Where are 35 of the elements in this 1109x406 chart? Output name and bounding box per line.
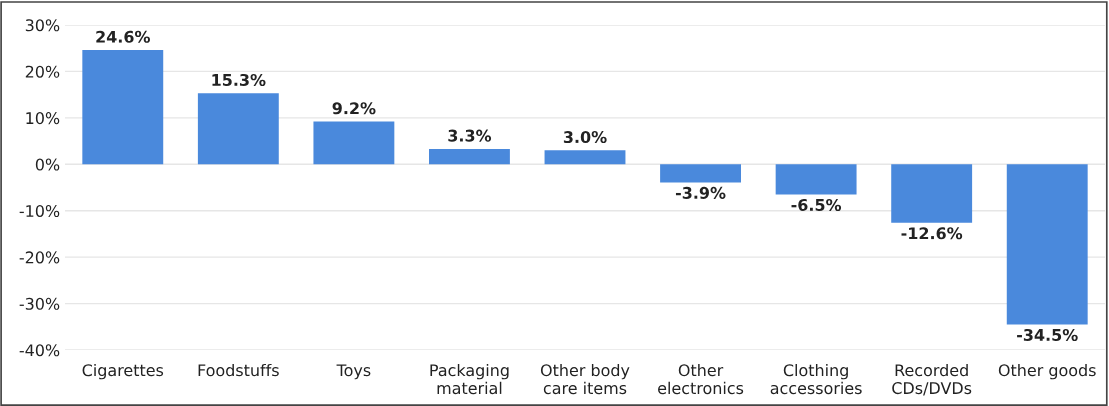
data-label: -34.5% — [1017, 328, 1078, 341]
y-tick-label: 20% — [25, 65, 60, 78]
bar — [544, 150, 626, 165]
bar — [313, 121, 395, 165]
data-label: 15.3% — [212, 73, 266, 86]
x-tick-label: Other body care items — [540, 363, 630, 395]
bar — [429, 148, 510, 165]
data-label: 24.6% — [96, 30, 150, 43]
y-tick-label: 10% — [26, 112, 60, 125]
x-tick-label: Packaging material — [430, 363, 509, 395]
y-tick-label: -30% — [19, 297, 60, 310]
bar — [775, 164, 857, 195]
x-tick-label: Foodstuffs — [198, 363, 279, 377]
bar — [82, 50, 164, 165]
x-tick-label: Other electronics — [658, 363, 744, 395]
y-tick-label: 0% — [35, 158, 60, 171]
bar — [197, 93, 279, 165]
data-label: 9.2% — [332, 102, 376, 115]
y-tick-label: 30% — [25, 19, 60, 32]
x-tick-label: Toys — [336, 364, 371, 380]
x-tick-label: Other goods — [998, 363, 1096, 380]
data-label: -12.6% — [901, 227, 963, 240]
bar — [660, 164, 741, 183]
y-tick-label: -10% — [19, 204, 60, 218]
data-label: -3.9% — [675, 186, 726, 199]
data-label: -6.5% — [791, 198, 842, 211]
data-label: 3.3% — [448, 129, 492, 142]
y-tick-label: -40% — [19, 344, 60, 357]
data-label: 3.0% — [563, 131, 607, 144]
bar — [1006, 164, 1088, 325]
x-tick-label: Cigarettes — [82, 363, 164, 380]
x-tick-label: Recorded CDs/DVDs — [892, 363, 972, 396]
y-tick-label: -20% — [19, 251, 60, 264]
bar — [891, 164, 973, 223]
x-tick-label: Clothing accessories — [770, 363, 862, 395]
